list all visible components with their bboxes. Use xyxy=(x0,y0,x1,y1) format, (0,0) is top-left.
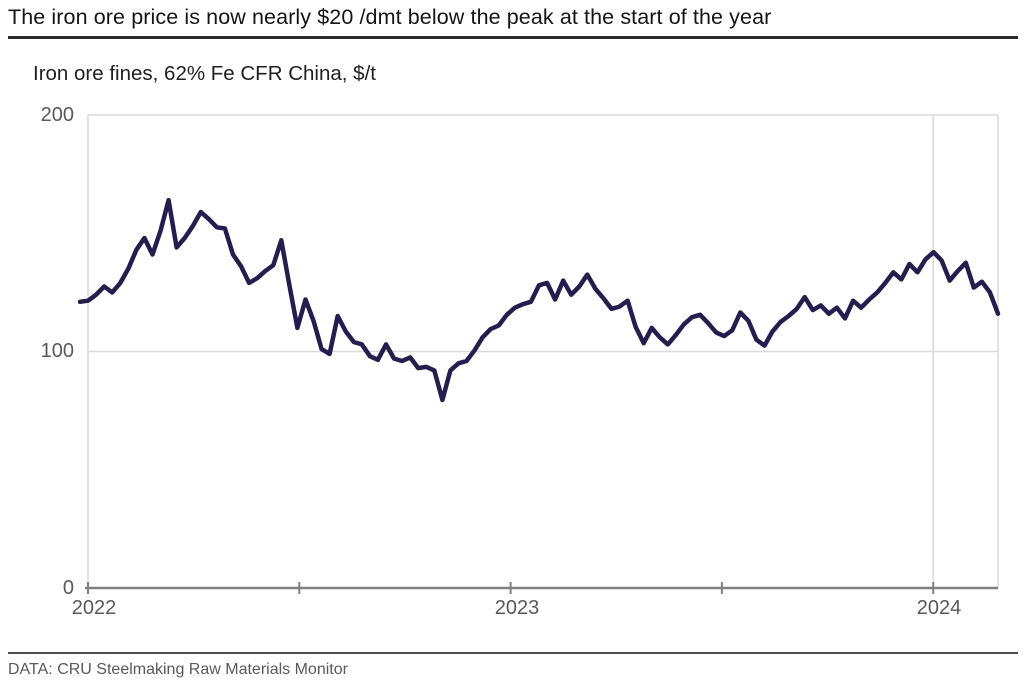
data-source-note: DATA: CRU Steelmaking Raw Materials Moni… xyxy=(8,661,348,678)
page-title: The iron ore price is now nearly $20 /dm… xyxy=(8,5,772,29)
x-axis-tick-label-2023: 2023 xyxy=(494,597,540,619)
iron-ore-price-line xyxy=(77,197,1001,403)
x-axis-tick-label-2022: 2022 xyxy=(71,597,117,619)
y-axis-tick-label-0: 0 xyxy=(62,577,74,599)
y-axis-tick-label-200: 200 xyxy=(40,104,74,126)
chart-subtitle: Iron ore fines, 62% Fe CFR China, $/t xyxy=(33,62,376,85)
footer-divider-rule xyxy=(8,652,1018,654)
title-underline-rule xyxy=(8,36,1018,39)
y-axis-tick-label-100: 100 xyxy=(40,340,74,362)
x-axis-tick-label-2024: 2024 xyxy=(916,597,962,619)
